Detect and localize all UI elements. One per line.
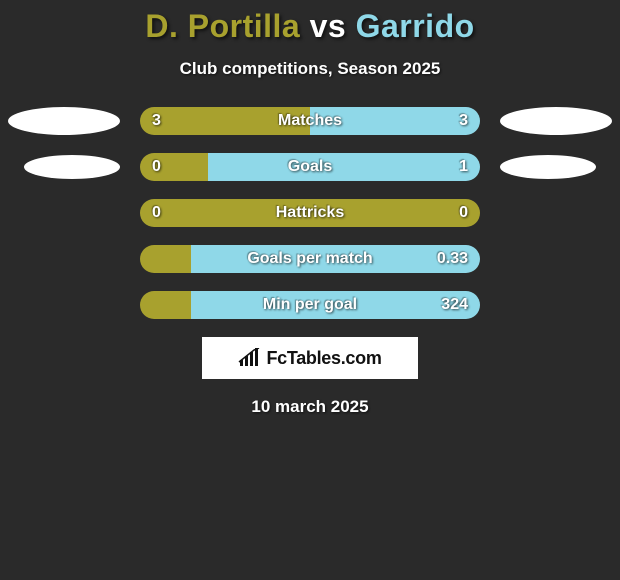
stat-label: Hattricks (140, 199, 480, 227)
player1-marker-ellipse (8, 107, 120, 135)
stat-bar: 3Matches3 (140, 107, 480, 135)
stat-value-right: 324 (441, 291, 468, 319)
stat-bar: Min per goal324 (140, 291, 480, 319)
logo-box[interactable]: FcTables.com (202, 337, 418, 379)
stat-value-right: 0 (459, 199, 468, 227)
stats-list: 3Matches30Goals10Hattricks0Goals per mat… (0, 107, 620, 319)
bar-chart-icon (238, 348, 260, 368)
stat-value-right: 3 (459, 107, 468, 135)
stat-bar: 0Goals1 (140, 153, 480, 181)
player1-marker-ellipse (24, 155, 120, 179)
stat-row: Min per goal324 (0, 291, 620, 319)
title-vs: vs (310, 8, 347, 44)
logo-text: FcTables.com (266, 348, 381, 369)
stat-label: Matches (140, 107, 480, 135)
comparison-card: D. Portilla vs Garrido Club competitions… (0, 0, 620, 417)
stat-row: 0Goals1 (0, 153, 620, 181)
player2-marker-ellipse (500, 107, 612, 135)
stat-row: 3Matches3 (0, 107, 620, 135)
logo-row: FcTables.com (0, 337, 620, 379)
stat-bar: Goals per match0.33 (140, 245, 480, 273)
stat-row: 0Hattricks0 (0, 199, 620, 227)
stat-label: Min per goal (140, 291, 480, 319)
stat-label: Goals per match (140, 245, 480, 273)
card-date: 10 march 2025 (0, 397, 620, 417)
stat-bar: 0Hattricks0 (140, 199, 480, 227)
title-player1: D. Portilla (145, 8, 300, 44)
stat-value-right: 1 (459, 153, 468, 181)
stat-row: Goals per match0.33 (0, 245, 620, 273)
stat-value-right: 0.33 (437, 245, 468, 273)
player2-marker-ellipse (500, 155, 596, 179)
card-title: D. Portilla vs Garrido (0, 8, 620, 45)
stat-label: Goals (140, 153, 480, 181)
card-subtitle: Club competitions, Season 2025 (0, 59, 620, 79)
title-player2: Garrido (356, 8, 475, 44)
